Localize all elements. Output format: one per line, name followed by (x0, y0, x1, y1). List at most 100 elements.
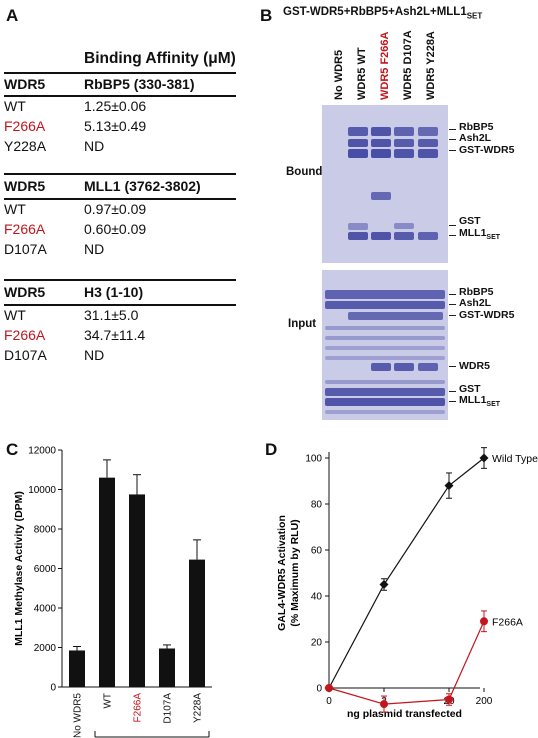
line-chart: 0204060801000220200ng plasmid transfecte… (276, 447, 538, 720)
table-cell: 34.7±11.4 (84, 327, 146, 343)
gel-band (371, 139, 391, 147)
y-tick-label: 0 (316, 684, 322, 695)
gel-band (325, 326, 445, 330)
table-cell: D107A (4, 347, 47, 363)
data-point (380, 700, 388, 709)
data-point (445, 695, 453, 704)
y-axis-label: MLL1 Methylase Activity (DPM) (13, 491, 25, 646)
table-cell: F266A (4, 118, 46, 134)
y-tick-label: 12000 (28, 446, 56, 457)
block2-head-target: MLL1 (3762-3802) (84, 178, 201, 194)
y-tick-label: 8000 (34, 525, 57, 536)
gel-band (418, 139, 438, 147)
block1-head-wdr5: WDR5 (4, 76, 46, 92)
panel-label-b: B (260, 6, 273, 25)
x-tick-label: WT (103, 693, 114, 709)
table-cell: Y228A (4, 138, 47, 154)
gel-band (371, 363, 391, 371)
input-gel (322, 270, 448, 420)
bound-gel-bands (348, 127, 438, 240)
x-axis-label: ng plasmid transfected (347, 708, 462, 720)
data-point (325, 684, 333, 692)
table-cell: 0.60±0.09 (84, 221, 147, 237)
panel-label-c: C (6, 440, 19, 459)
block3-head-wdr5: WDR5 (4, 284, 46, 300)
y-tick-label: 40 (311, 592, 323, 603)
gel-band (348, 127, 368, 136)
x-tick-label: 200 (476, 696, 493, 707)
band-label: WDR5 (459, 360, 490, 372)
table-cell: F266A (4, 327, 46, 343)
band-tick (449, 139, 456, 141)
gel-band (325, 356, 445, 360)
gel-band (325, 346, 445, 350)
band-label: RbBP5 (459, 286, 494, 298)
band-label: MLL1SET (459, 394, 500, 408)
series-line (328, 457, 485, 689)
band-tick (449, 235, 456, 237)
series-label: Wild Type (492, 453, 538, 465)
gel-band (348, 232, 368, 240)
y-axis-label: (% Maximum by RLU) (289, 519, 301, 626)
gel-band (348, 223, 368, 230)
gel-band (325, 290, 445, 299)
y-axis-label: GAL4-WDR5 Activation (276, 515, 288, 631)
block2-top-rule (4, 173, 236, 175)
table-cell: ND (84, 138, 105, 154)
band-tick (449, 294, 456, 296)
table-cell: 1.25±0.06 (84, 98, 147, 114)
gel-band (394, 363, 414, 371)
series-label: F266A (492, 616, 523, 628)
band-label: GST-WDR5 (459, 144, 515, 156)
x-tick-label: 0 (326, 696, 332, 707)
band-label: Ash2L (459, 132, 492, 144)
gel-band (371, 232, 391, 240)
y-tick-label: 6000 (34, 564, 57, 575)
band-label: RbBP5 (459, 121, 494, 133)
data-point (444, 481, 454, 491)
block3-rule (4, 304, 236, 306)
table-cell: WT (4, 98, 26, 114)
data-point (479, 453, 489, 463)
gel-band (418, 149, 438, 158)
band-tick (449, 129, 456, 131)
block2-rule (4, 198, 236, 200)
gel-band (325, 336, 445, 340)
x-tick-label: No WDR5 (73, 693, 84, 738)
band-label: Ash2L (459, 297, 492, 309)
gel-band (325, 410, 445, 414)
x-tick-label: D107A (163, 693, 174, 724)
band-label: GST (459, 215, 481, 227)
lane-label-highlight: WDR5 F266A (379, 31, 391, 100)
y-tick-label: 100 (305, 454, 322, 465)
bar (99, 477, 115, 687)
gel-title: GST-WDR5+RbBP5+Ash2L+MLL1SET (283, 6, 482, 20)
y-tick-label: 20 (311, 638, 323, 649)
band-label-sub: SET (486, 401, 501, 409)
gel-band (418, 363, 438, 371)
series-line (328, 621, 485, 705)
band-tick (449, 150, 456, 152)
gel-band (418, 232, 438, 240)
band-tick (449, 401, 456, 403)
block3-head-target: H3 (1-10) (84, 284, 144, 300)
band-tick (449, 315, 456, 317)
band-label: MLL1SET (459, 227, 500, 241)
table-cell: 5.13±0.49 (84, 118, 147, 134)
lane-label: No WDR5 (333, 49, 345, 100)
block1-rule (4, 95, 236, 97)
y-tick-label: 0 (50, 683, 56, 694)
gel-band (325, 398, 445, 406)
bar (189, 559, 205, 687)
gel-band (394, 149, 414, 158)
lane-label: WDR5 WT (356, 47, 368, 100)
gel-band (394, 232, 414, 240)
panel-label-a: A (6, 6, 19, 25)
band-label-text: MLL1 (459, 227, 487, 239)
band-label-text: MLL1 (459, 394, 487, 406)
bar (129, 494, 145, 687)
gel-band (418, 127, 438, 136)
band-label-sub: SET (486, 234, 501, 242)
gel-band (371, 192, 391, 200)
gel-band (325, 301, 445, 309)
